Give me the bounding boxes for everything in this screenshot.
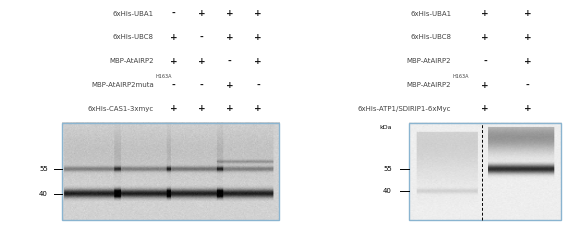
Text: 40: 40 [383,188,392,194]
Text: +: + [198,104,205,114]
Text: +: + [481,104,489,114]
Text: -: - [200,81,204,90]
Text: -: - [483,57,487,66]
Text: +: + [481,33,489,42]
Text: +: + [254,104,262,114]
Text: 6xHis-ATP1/SDIRIP1-6xMyc: 6xHis-ATP1/SDIRIP1-6xMyc [358,106,451,112]
Text: +: + [481,81,489,90]
Text: 6xHis-UBA1: 6xHis-UBA1 [113,11,153,17]
Text: +: + [170,104,177,114]
Text: +: + [226,104,233,114]
Text: -: - [200,33,204,42]
Text: +: + [226,81,233,90]
Text: -: - [526,81,529,90]
Text: 40: 40 [39,191,48,197]
Text: -: - [171,9,175,18]
Text: +: + [523,9,531,18]
Text: +: + [198,9,205,18]
Text: MBP-AtAIRP2: MBP-AtAIRP2 [407,58,451,64]
Text: +: + [523,57,531,66]
Bar [409,123,561,220]
Text: +: + [254,9,262,18]
Bar [62,123,279,220]
Text: MBP-AtAIRP2: MBP-AtAIRP2 [407,82,451,88]
Text: -: - [256,81,260,90]
Text: kDa: kDa [380,125,392,130]
Text: +: + [198,57,205,66]
Text: 55: 55 [39,166,48,173]
Text: +: + [170,33,177,42]
Text: +: + [226,9,233,18]
Text: +: + [254,33,262,42]
Text: MBP-AtAIRP2muta: MBP-AtAIRP2muta [91,82,153,88]
Text: 6xHis-UBC8: 6xHis-UBC8 [113,35,153,40]
Text: H163A: H163A [155,74,171,79]
Text: +: + [170,57,177,66]
Text: -: - [171,81,175,90]
Text: 55: 55 [383,166,392,173]
Text: +: + [226,33,233,42]
Text: +: + [523,33,531,42]
Text: H163A: H163A [452,74,469,79]
Text: +: + [523,104,531,114]
Text: 6xHis-CAS1-3xmyc: 6xHis-CAS1-3xmyc [87,106,153,112]
Text: +: + [254,57,262,66]
Text: -: - [228,57,232,66]
Text: MBP-AtAIRP2: MBP-AtAIRP2 [109,58,153,64]
Text: 6xHis-UBA1: 6xHis-UBA1 [410,11,451,17]
Text: +: + [481,9,489,18]
Text: 6xHis-UBC8: 6xHis-UBC8 [410,35,451,40]
